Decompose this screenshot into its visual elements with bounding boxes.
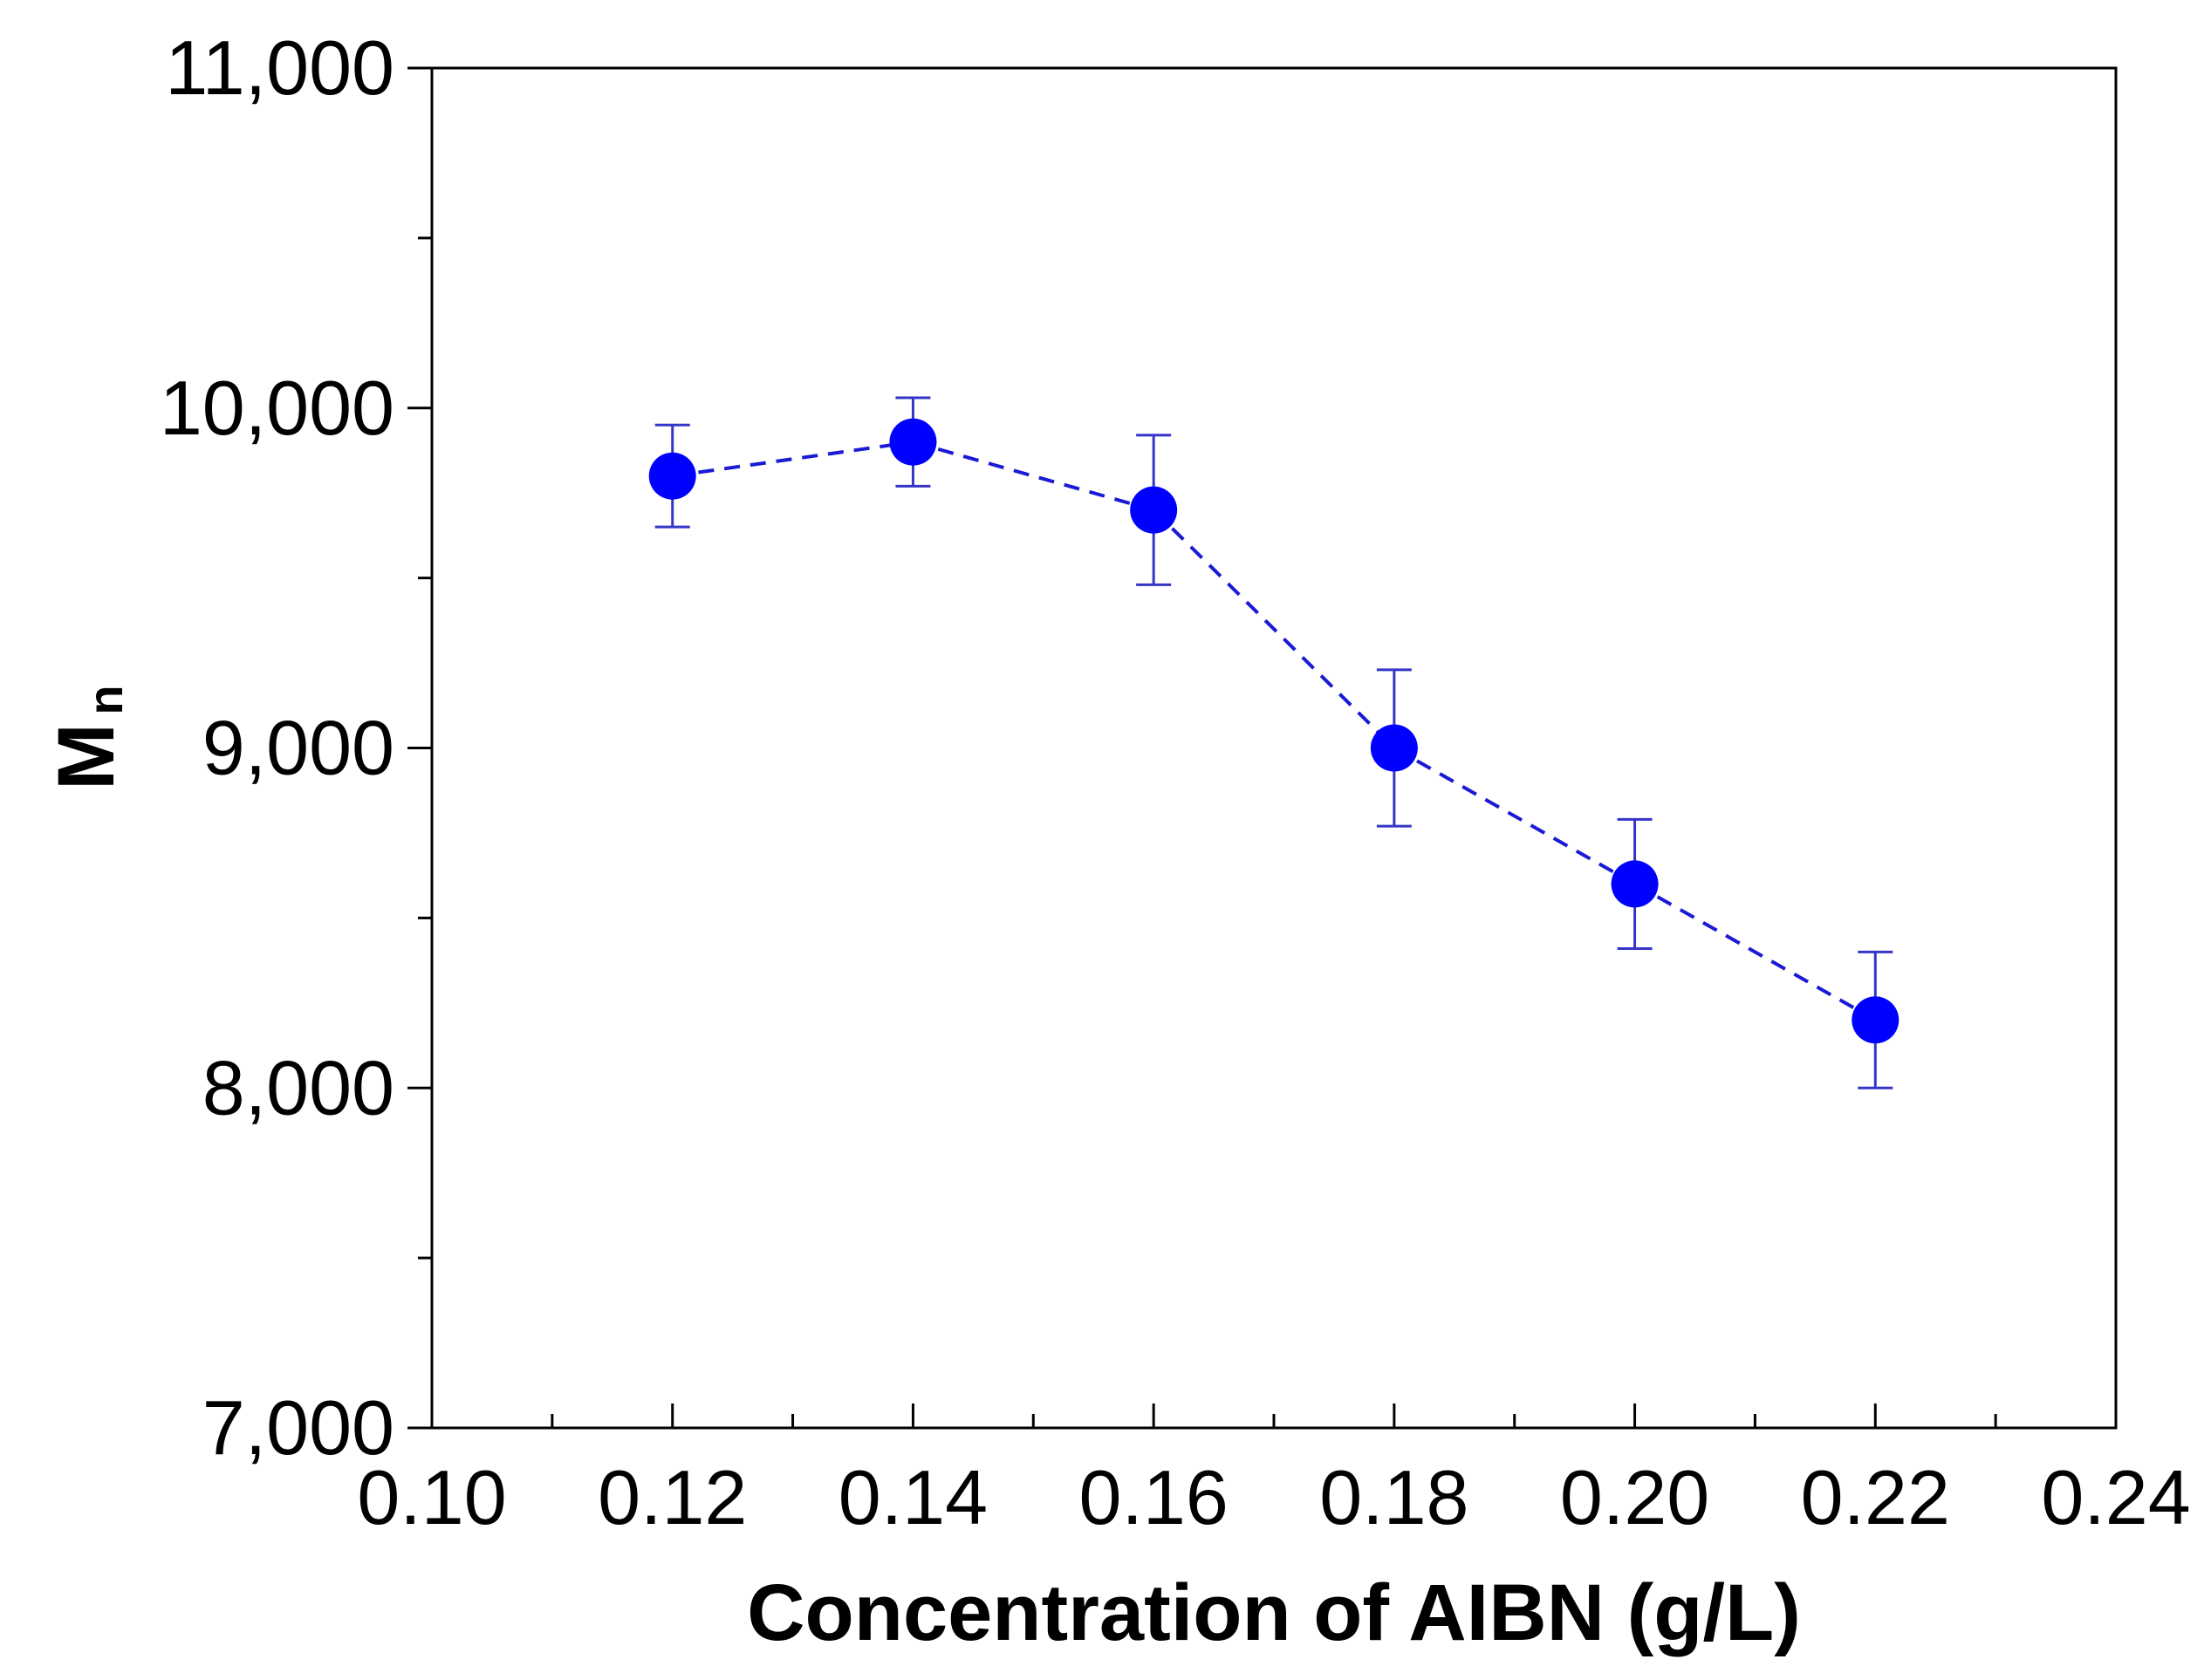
series-line-segment xyxy=(1393,746,1636,886)
data-point xyxy=(1611,860,1659,908)
y-tick-label: 9,000 xyxy=(202,705,394,791)
data-point xyxy=(889,418,937,466)
series-line-segment xyxy=(1633,882,1877,1022)
data-point xyxy=(1370,724,1418,772)
y-axis-title-subscript: n xyxy=(78,685,133,714)
x-tick-label: 0.16 xyxy=(1079,1454,1229,1540)
x-tick-label: 0.22 xyxy=(1801,1454,1950,1540)
y-axis-title: M n xyxy=(42,685,133,789)
x-tick-label: 0.14 xyxy=(839,1454,988,1540)
series-line-segment xyxy=(672,440,914,478)
x-axis-title: Concentration of AIBN (g/L) xyxy=(747,1568,1801,1657)
x-tick-label: 0.12 xyxy=(598,1454,747,1540)
x-tick-label: 0.20 xyxy=(1560,1454,1709,1540)
y-tick-label: 7,000 xyxy=(202,1384,394,1471)
y-tick-label: 10,000 xyxy=(160,365,394,451)
series-line-segment xyxy=(912,440,1154,512)
data-point xyxy=(1852,996,1900,1044)
y-tick-label: 11,000 xyxy=(165,24,394,111)
x-tick-label: 0.18 xyxy=(1319,1454,1468,1540)
data-point xyxy=(1130,486,1178,534)
y-tick-label: 8,000 xyxy=(202,1044,394,1130)
series-line-segment xyxy=(1152,509,1396,749)
x-tick-label: 0.24 xyxy=(2041,1454,2190,1540)
plot-frame xyxy=(430,66,2118,1430)
y-axis-title-main: M xyxy=(42,723,131,790)
x-tick-label: 0.10 xyxy=(357,1454,506,1540)
data-point xyxy=(648,452,696,500)
